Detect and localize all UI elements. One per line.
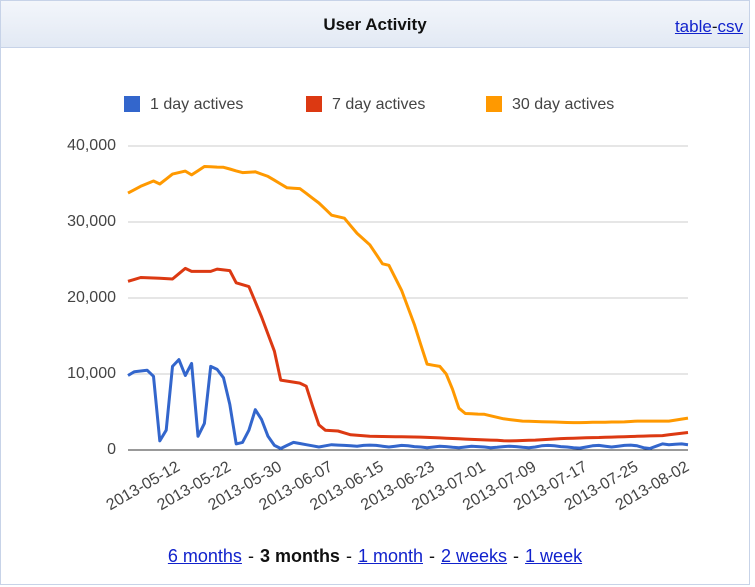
y-tick-label: 20,000 (67, 289, 116, 306)
link[interactable]: csv (717, 17, 744, 36)
legend-swatch (306, 96, 322, 112)
range-links: 6 months -3 months -1 month -2 weeks -1 week (0, 546, 750, 567)
y-tick-label: 0 (107, 441, 116, 458)
series-line (127, 266, 689, 443)
legend-swatch (124, 96, 140, 112)
legend-label: 7 day actives (332, 96, 425, 113)
y-tick-label: 30,000 (67, 213, 116, 230)
link[interactable]: table (674, 17, 712, 36)
range-link[interactable]: 2 weeks (441, 546, 508, 566)
export-links: table-csv (675, 17, 743, 37)
current-range: 3 months (259, 546, 340, 566)
legend-swatch (486, 96, 502, 112)
legend-label: 1 day actives (150, 96, 243, 113)
y-tick-label: 40,000 (67, 137, 116, 154)
separator: - (513, 546, 520, 566)
series-line (127, 358, 689, 450)
range-link[interactable]: 1 month (357, 546, 423, 566)
separator: - (345, 546, 352, 566)
separator: - (429, 546, 435, 566)
separator: - (247, 546, 254, 566)
range-link[interactable]: 1 week (525, 546, 583, 566)
range-link[interactable]: 6 months (167, 546, 242, 566)
y-tick-label: 10,000 (67, 365, 116, 382)
header: User Activity table-csv (1, 1, 749, 48)
title: User Activity (323, 15, 427, 34)
series-line (127, 165, 689, 425)
legend-label: 30 day actives (512, 96, 614, 113)
separator: - (711, 17, 718, 36)
